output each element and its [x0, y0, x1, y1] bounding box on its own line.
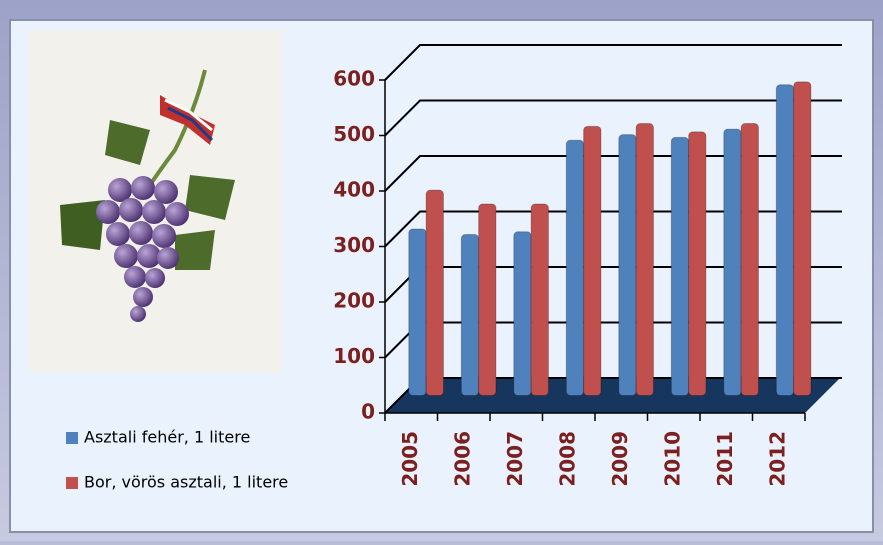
- bar: [566, 140, 583, 395]
- x-tick-label: 2012: [765, 431, 789, 487]
- x-tick-label: 2009: [608, 431, 632, 487]
- floor: [385, 378, 840, 413]
- legend-label: Asztali fehér, 1 litere: [84, 428, 250, 447]
- y-tick-label: 0: [361, 400, 375, 424]
- bar: [461, 235, 478, 396]
- bar: [479, 204, 496, 395]
- x-tick-label: 2005: [398, 431, 422, 487]
- x-tick-label: 2008: [555, 431, 579, 487]
- bar: [689, 132, 706, 396]
- bar: [619, 135, 636, 396]
- bar: [531, 204, 548, 395]
- x-tick-label: 2007: [503, 431, 527, 487]
- bar: [636, 124, 653, 396]
- bar: [584, 126, 601, 395]
- y-tick-label: 100: [333, 344, 375, 368]
- bar: [724, 129, 741, 395]
- bar: [776, 85, 793, 396]
- legend-swatch: [66, 432, 78, 444]
- bar: [741, 124, 758, 396]
- legend-label: Bor, vörös asztali, 1 litere: [84, 473, 288, 492]
- chart: 0 100 200 300 400 500 600 2005 2006 2007 2008 2009 2…: [0, 0, 883, 541]
- y-tick-label: 600: [333, 67, 375, 91]
- y-tick-label: 400: [333, 178, 375, 202]
- bar: [426, 190, 443, 395]
- bar: [671, 137, 688, 395]
- x-tick-label: 2010: [660, 431, 684, 487]
- bar: [409, 229, 426, 396]
- bar: [514, 232, 531, 396]
- grape-painting: [28, 30, 282, 372]
- x-tick-label: 2006: [450, 431, 474, 487]
- legend-swatch: [66, 477, 78, 489]
- y-tick-label: 500: [333, 122, 375, 146]
- x-tick-label: 2011: [713, 431, 737, 487]
- y-tick-label: 300: [333, 233, 375, 257]
- y-tick-label: 200: [333, 289, 375, 313]
- bar: [794, 82, 811, 396]
